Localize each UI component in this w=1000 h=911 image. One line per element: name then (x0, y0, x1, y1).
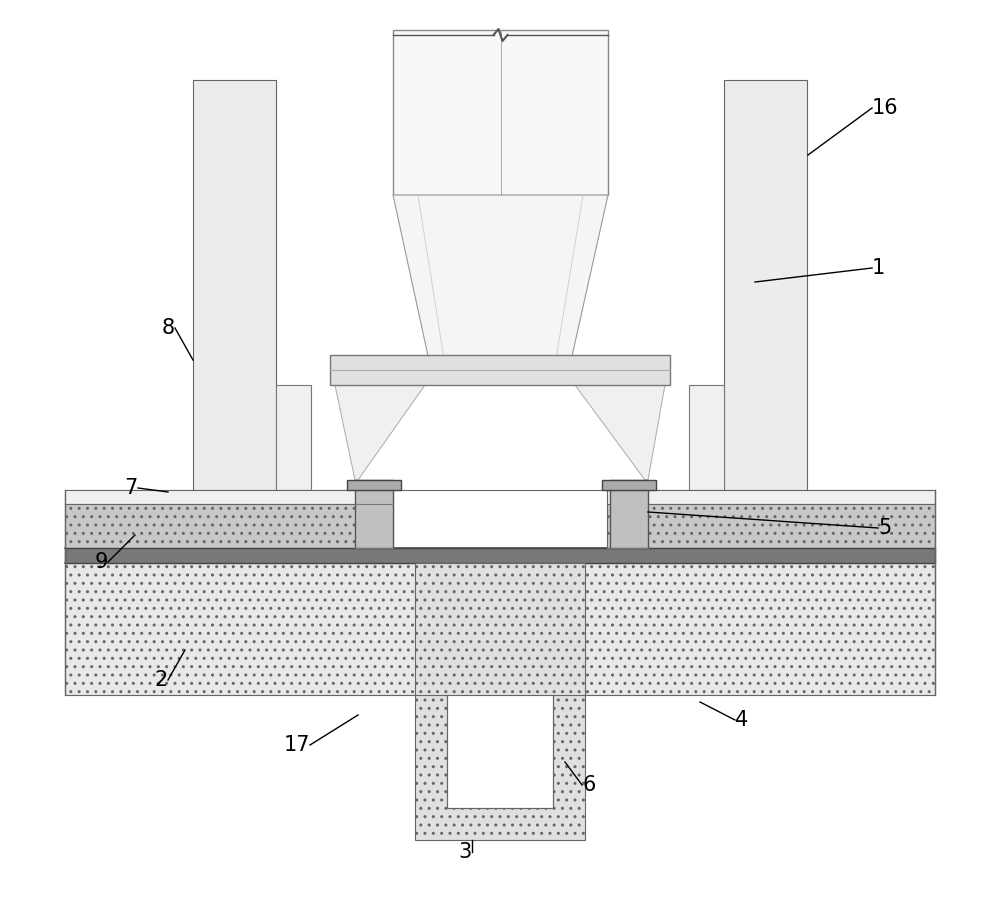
Bar (355, 480, 393, 548)
Polygon shape (335, 385, 425, 480)
Polygon shape (393, 195, 608, 365)
Bar (330, 355, 670, 385)
Bar (724, 80, 807, 495)
Bar (193, 80, 276, 495)
Bar (393, 30, 608, 195)
Bar (65, 490, 393, 504)
Text: 6: 6 (582, 775, 595, 795)
Text: 4: 4 (735, 710, 748, 730)
Bar (65, 563, 935, 695)
Bar (689, 385, 724, 495)
Text: 17: 17 (284, 735, 310, 755)
Bar (607, 504, 935, 548)
Text: 5: 5 (878, 518, 891, 538)
Bar (65, 548, 935, 563)
Bar (276, 385, 311, 495)
Bar (65, 504, 393, 548)
Bar (607, 490, 935, 504)
Text: 9: 9 (95, 552, 108, 572)
Text: 2: 2 (155, 670, 168, 690)
Text: 3: 3 (459, 842, 472, 862)
Text: 16: 16 (872, 98, 899, 118)
Bar (610, 480, 648, 548)
Text: 8: 8 (162, 318, 175, 338)
Bar (602, 480, 656, 490)
Bar (347, 480, 401, 490)
Bar (415, 563, 585, 840)
Polygon shape (575, 385, 665, 480)
Text: 7: 7 (125, 478, 138, 498)
Bar (447, 695, 553, 808)
Text: 1: 1 (872, 258, 885, 278)
